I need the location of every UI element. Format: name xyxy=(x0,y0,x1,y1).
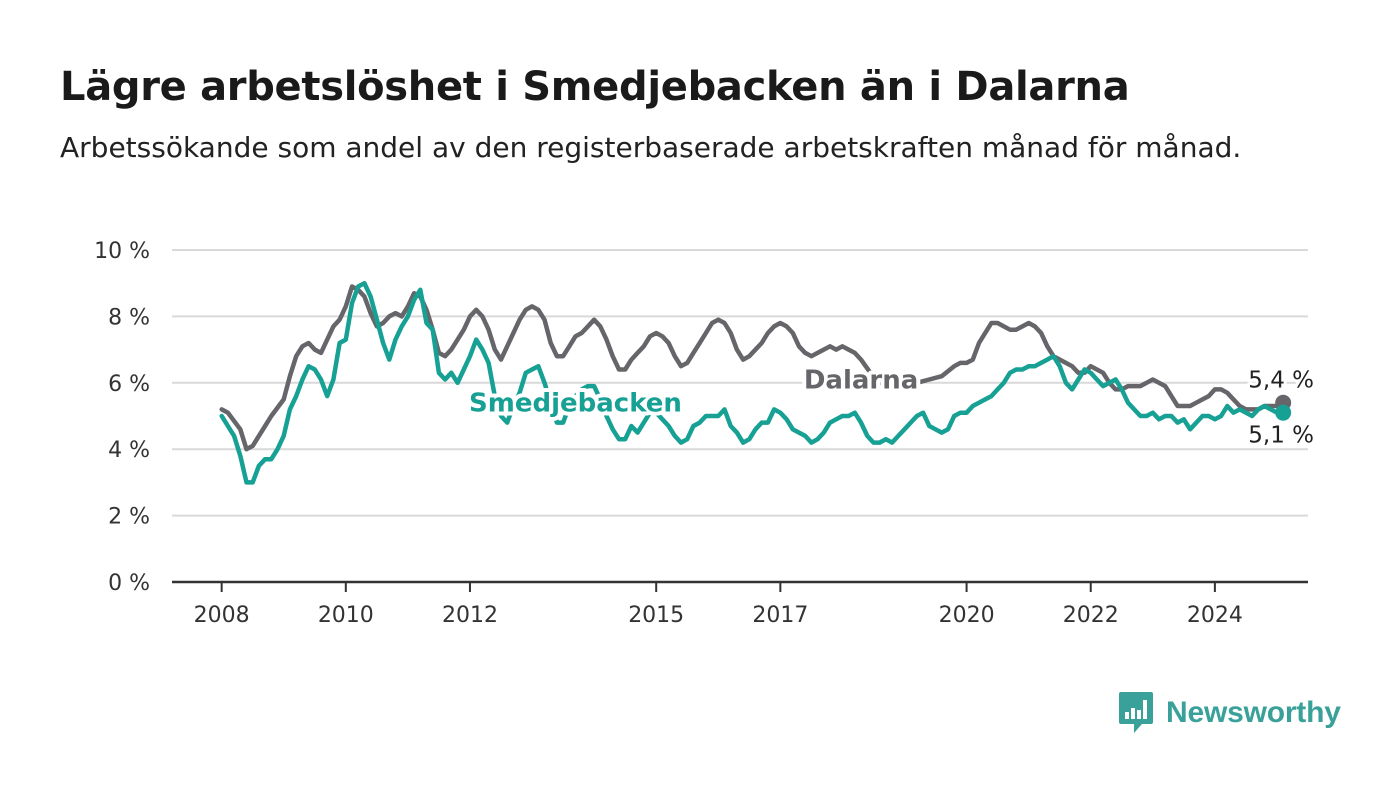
x-tick-label: 2020 xyxy=(939,603,995,628)
x-tick-label: 2015 xyxy=(628,603,684,628)
y-tick-label: 10 % xyxy=(94,239,150,264)
newsworthy-chart-bubble-icon xyxy=(1119,692,1153,733)
y-tick-label: 6 % xyxy=(108,372,150,397)
series-line-smedjebacken xyxy=(219,280,1286,485)
x-tick-label: 2012 xyxy=(442,603,498,628)
chart-subtitle: Arbetssökande som andel av den registerb… xyxy=(60,131,1242,164)
chart-title: Lägre arbetslöshet i Smedjebacken än i D… xyxy=(60,64,1130,110)
series-line-dalarna xyxy=(219,284,1286,452)
series-label-smedjebacken: Smedjebacken xyxy=(469,389,682,419)
series-labels: Dalarna 5,4 % Smedjebacken 5,1 % xyxy=(465,361,1317,451)
x-tick-label: 2010 xyxy=(318,603,374,628)
series-lines xyxy=(219,280,1292,485)
series-label-dalarna: Dalarna xyxy=(804,365,918,395)
y-tick-label: 2 % xyxy=(108,505,150,530)
gridlines xyxy=(172,249,1308,517)
y-tick-label: 4 % xyxy=(108,438,150,463)
y-axis: 0 % 2 % 4 % 6 % 8 % 10 % xyxy=(94,239,150,596)
y-tick-label: 0 % xyxy=(108,571,150,596)
x-axis: 2008 2010 2012 2015 2017 2020 2022 2024 xyxy=(172,580,1308,628)
x-tick-label: 2008 xyxy=(194,603,250,628)
series-end-point-smedjebacken xyxy=(1275,404,1292,421)
x-tick-label: 2022 xyxy=(1063,603,1119,628)
brand-name: Newsworthy xyxy=(1166,696,1341,729)
x-tick-label: 2017 xyxy=(752,603,808,628)
end-value-label-dalarna: 5,4 % xyxy=(1248,368,1314,394)
y-tick-label: 8 % xyxy=(108,305,150,330)
x-tick-label: 2024 xyxy=(1187,603,1243,628)
end-value-label-smedjebacken: 5,1 % xyxy=(1248,423,1314,449)
newsworthy-logo[interactable]: Newsworthy xyxy=(1118,690,1341,736)
